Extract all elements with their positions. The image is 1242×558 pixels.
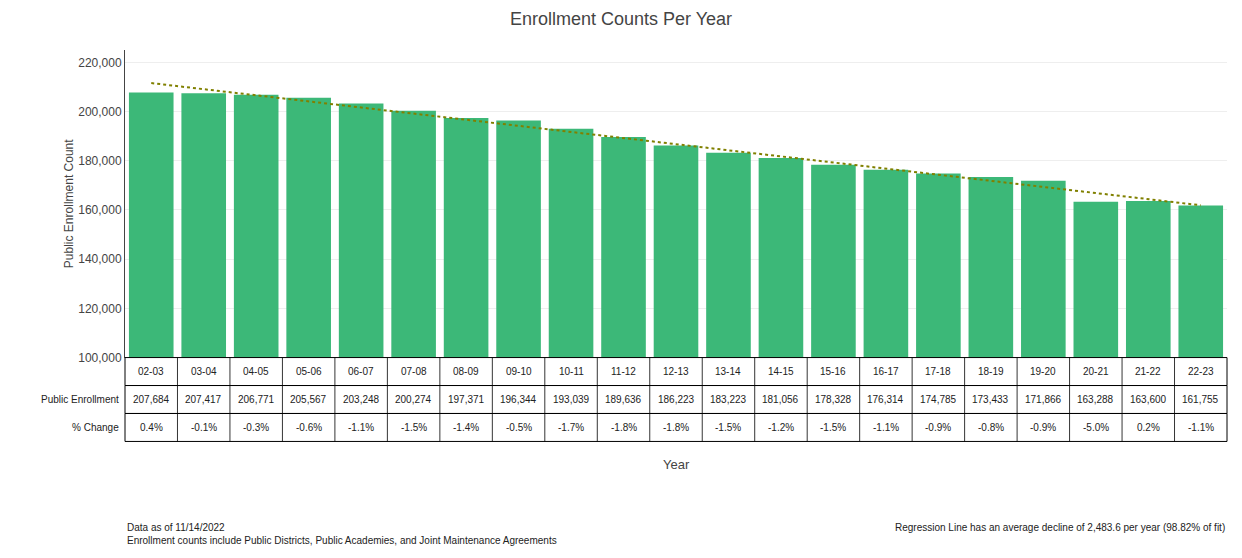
svg-text:-0.3%: -0.3% bbox=[243, 422, 269, 433]
svg-text:-1.7%: -1.7% bbox=[558, 422, 584, 433]
svg-text:22-23: 22-23 bbox=[1188, 366, 1214, 377]
svg-text:11-12: 11-12 bbox=[611, 366, 636, 377]
svg-text:181,056: 181,056 bbox=[762, 394, 799, 405]
svg-text:% Change: % Change bbox=[72, 422, 119, 433]
svg-text:0.2%: 0.2% bbox=[1137, 422, 1160, 433]
svg-text:Year: Year bbox=[663, 457, 690, 472]
svg-text:0.4%: 0.4% bbox=[140, 422, 163, 433]
svg-text:205,567: 205,567 bbox=[290, 394, 327, 405]
svg-text:-1.1%: -1.1% bbox=[1188, 422, 1214, 433]
svg-text:-0.1%: -0.1% bbox=[191, 422, 217, 433]
svg-text:-1.5%: -1.5% bbox=[715, 422, 741, 433]
svg-text:178,328: 178,328 bbox=[815, 394, 852, 405]
svg-text:15-16: 15-16 bbox=[820, 366, 846, 377]
svg-text:12-13: 12-13 bbox=[663, 366, 689, 377]
svg-text:120,000: 120,000 bbox=[78, 302, 122, 316]
svg-text:05-06: 05-06 bbox=[296, 366, 322, 377]
svg-text:196,344: 196,344 bbox=[500, 394, 537, 405]
svg-text:206,771: 206,771 bbox=[238, 394, 275, 405]
svg-text:160,000: 160,000 bbox=[78, 203, 122, 217]
svg-text:-1.2%: -1.2% bbox=[768, 422, 794, 433]
svg-text:174,785: 174,785 bbox=[920, 394, 957, 405]
svg-text:180,000: 180,000 bbox=[78, 154, 122, 168]
svg-text:163,288: 163,288 bbox=[1077, 394, 1114, 405]
svg-text:13-14: 13-14 bbox=[715, 366, 741, 377]
svg-text:02-03: 02-03 bbox=[138, 366, 164, 377]
svg-text:183,223: 183,223 bbox=[710, 394, 747, 405]
svg-text:-1.5%: -1.5% bbox=[401, 422, 427, 433]
svg-text:100,000: 100,000 bbox=[78, 351, 122, 365]
svg-text:207,417: 207,417 bbox=[185, 394, 222, 405]
svg-text:-1.8%: -1.8% bbox=[611, 422, 637, 433]
svg-text:220,000: 220,000 bbox=[78, 56, 122, 70]
svg-text:197,371: 197,371 bbox=[448, 394, 485, 405]
svg-text:189,636: 189,636 bbox=[605, 394, 642, 405]
svg-text:-0.9%: -0.9% bbox=[925, 422, 951, 433]
svg-text:193,039: 193,039 bbox=[553, 394, 590, 405]
svg-text:Data as of 11/14/2022Enrollmen: Data as of 11/14/2022Enrollment counts i… bbox=[127, 522, 557, 546]
svg-text:21-22: 21-22 bbox=[1135, 366, 1161, 377]
svg-text:173,433: 173,433 bbox=[972, 394, 1009, 405]
svg-text:171,866: 171,866 bbox=[1025, 394, 1062, 405]
svg-text:-0.6%: -0.6% bbox=[296, 422, 322, 433]
svg-text:-1.5%: -1.5% bbox=[820, 422, 846, 433]
svg-text:10-11: 10-11 bbox=[559, 366, 584, 377]
svg-text:200,000: 200,000 bbox=[78, 105, 122, 119]
svg-text:-5.0%: -5.0% bbox=[1083, 422, 1109, 433]
svg-text:200,274: 200,274 bbox=[395, 394, 432, 405]
svg-text:176,314: 176,314 bbox=[867, 394, 904, 405]
svg-text:140,000: 140,000 bbox=[78, 252, 122, 266]
svg-text:-1.1%: -1.1% bbox=[348, 422, 374, 433]
svg-text:-0.8%: -0.8% bbox=[978, 422, 1004, 433]
svg-text:17-18: 17-18 bbox=[925, 366, 951, 377]
svg-text:203,248: 203,248 bbox=[343, 394, 380, 405]
svg-text:19-20: 19-20 bbox=[1030, 366, 1056, 377]
svg-text:-0.9%: -0.9% bbox=[1030, 422, 1056, 433]
svg-text:20-21: 20-21 bbox=[1083, 366, 1109, 377]
svg-text:14-15: 14-15 bbox=[768, 366, 794, 377]
svg-text:Regression Line has an average: Regression Line has an average decline o… bbox=[895, 522, 1225, 533]
svg-text:Public Enrollment Count: Public Enrollment Count bbox=[62, 139, 76, 268]
svg-text:06-07: 06-07 bbox=[348, 366, 374, 377]
svg-text:03-04: 03-04 bbox=[191, 366, 217, 377]
svg-text:04-05: 04-05 bbox=[243, 366, 269, 377]
svg-text:163,600: 163,600 bbox=[1130, 394, 1167, 405]
svg-text:186,223: 186,223 bbox=[658, 394, 695, 405]
svg-text:16-17: 16-17 bbox=[873, 366, 899, 377]
svg-text:Public Enrollment: Public Enrollment bbox=[41, 394, 119, 405]
svg-text:161,755: 161,755 bbox=[1182, 394, 1219, 405]
svg-text:-1.1%: -1.1% bbox=[873, 422, 899, 433]
svg-text:07-08: 07-08 bbox=[401, 366, 427, 377]
svg-text:-1.4%: -1.4% bbox=[453, 422, 479, 433]
svg-text:-1.8%: -1.8% bbox=[663, 422, 689, 433]
svg-text:-0.5%: -0.5% bbox=[506, 422, 532, 433]
svg-text:Enrollment Counts Per Year: Enrollment Counts Per Year bbox=[510, 9, 732, 29]
svg-text:08-09: 08-09 bbox=[453, 366, 479, 377]
svg-text:09-10: 09-10 bbox=[506, 366, 532, 377]
svg-text:18-19: 18-19 bbox=[978, 366, 1004, 377]
svg-text:207,684: 207,684 bbox=[133, 394, 170, 405]
